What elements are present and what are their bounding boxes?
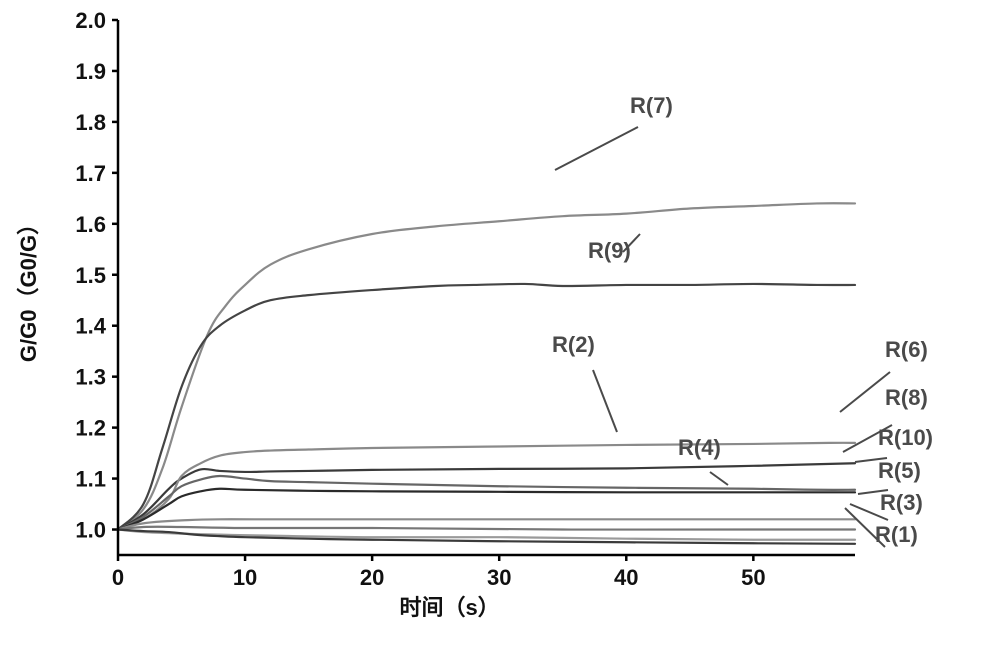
- x-tick-label: 50: [741, 565, 765, 590]
- series-label-R(9): R(9): [588, 238, 631, 263]
- series-label-R(3): R(3): [880, 490, 923, 515]
- x-axis-label: 时间（s）: [400, 595, 500, 620]
- x-tick-label: 20: [360, 565, 384, 590]
- x-tick-label: 40: [614, 565, 638, 590]
- y-tick-label: 1.3: [75, 365, 106, 390]
- y-tick-label: 1.1: [75, 467, 106, 492]
- chart-container: 1.0 1.1 1.2 1.3 1.4 1.5 1.6 1.7 1.8 1.9 2.0 0 10 20 30…: [0, 0, 1000, 648]
- y-tick-label: 1.5: [75, 263, 106, 288]
- x-tick-label: 0: [112, 565, 124, 590]
- chart-svg: 1.0 1.1 1.2 1.3 1.4 1.5 1.6 1.7 1.8 1.9 2.0 0 10 20 30…: [0, 0, 1000, 648]
- y-tick-label: 1.6: [75, 212, 106, 237]
- y-tick-label: 1.4: [75, 314, 106, 339]
- y-tick-label: 2.0: [75, 8, 106, 33]
- y-tick-label: 1.2: [75, 416, 106, 441]
- y-tick-label: 1.0: [75, 518, 106, 543]
- y-tick-label: 1.8: [75, 110, 106, 135]
- series-label-R(5): R(5): [878, 458, 921, 483]
- series-label-R(1): R(1): [875, 522, 918, 547]
- series-label-R(7): R(7): [630, 93, 673, 118]
- series-label-R(6): R(6): [885, 337, 928, 362]
- series-label-R(4): R(4): [678, 435, 721, 460]
- y-axis-label: G/G0（G0/G）: [16, 213, 41, 362]
- series-label-R(2): R(2): [552, 332, 595, 357]
- series-label-R(10): R(10): [878, 425, 933, 450]
- y-tick-label: 1.9: [75, 59, 106, 84]
- series-label-R(8): R(8): [885, 385, 928, 410]
- y-tick-label: 1.7: [75, 161, 106, 186]
- x-tick-label: 10: [233, 565, 257, 590]
- x-tick-label: 30: [487, 565, 511, 590]
- chart-background: [0, 0, 1000, 648]
